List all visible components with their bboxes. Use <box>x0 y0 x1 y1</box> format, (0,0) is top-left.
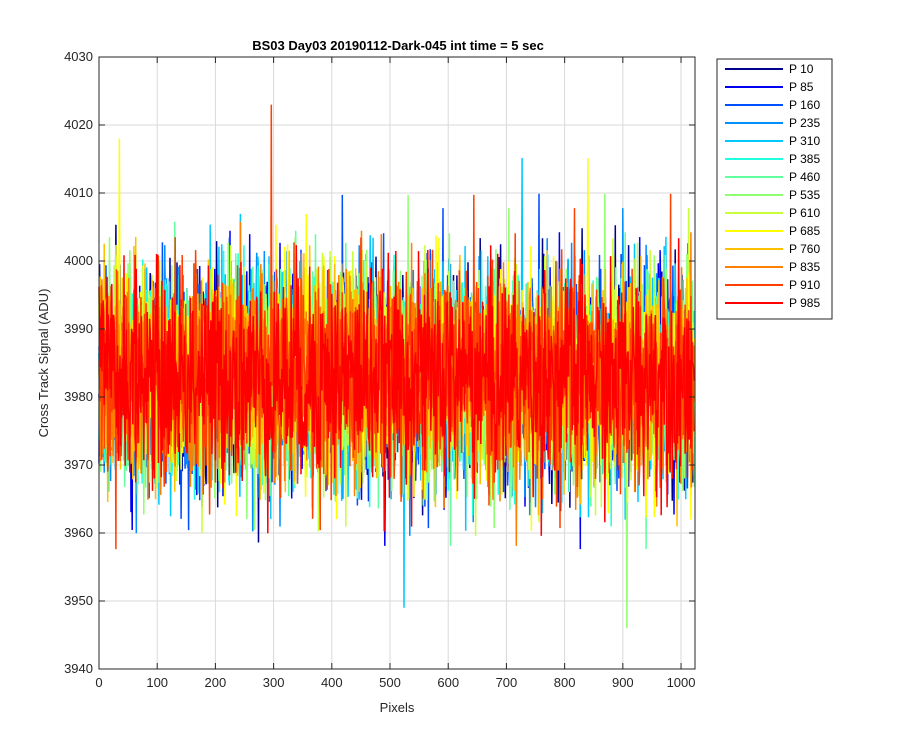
y-tick-label: 3990 <box>64 321 93 336</box>
legend-item[interactable]: P 610 <box>725 206 820 220</box>
y-tick-label: 4020 <box>64 117 93 132</box>
series-line-p-985 <box>98 238 696 536</box>
x-axis: 0 100 200 300 400 500 600 700 800 900 1000 <box>95 57 695 690</box>
y-tick-label: 3970 <box>64 457 93 472</box>
legend-item[interactable]: P 10 <box>725 62 814 76</box>
legend-item[interactable]: P 685 <box>725 224 820 238</box>
x-tick-label: 200 <box>205 675 227 690</box>
legend-item[interactable]: P 835 <box>725 260 820 274</box>
legend-item[interactable]: P 235 <box>725 116 820 130</box>
x-tick-label: 800 <box>554 675 576 690</box>
y-tick-label: 4000 <box>64 253 93 268</box>
legend-box <box>716 58 833 320</box>
legend-item[interactable]: P 910 <box>725 278 820 292</box>
y-axis: 3940 3950 3960 3970 3980 3990 4000 4010 4020 4030 <box>64 49 695 676</box>
x-tick-label: 400 <box>321 675 343 690</box>
x-tick-label: 600 <box>437 675 459 690</box>
legend-label: P 835 <box>789 260 820 274</box>
y-tick-label: 3980 <box>64 389 93 404</box>
legend-item[interactable]: P 760 <box>725 242 820 256</box>
legend-label: P 460 <box>789 170 820 184</box>
legend-item[interactable]: P 385 <box>725 152 820 166</box>
x-tick-label: 1000 <box>667 675 696 690</box>
y-tick-label: 4010 <box>64 185 93 200</box>
y-axis-label: Cross Track Signal (ADU) <box>36 289 51 438</box>
legend-item[interactable]: P 160 <box>725 98 820 112</box>
legend-item[interactable]: P 985 <box>725 296 820 310</box>
y-tick-label: 3950 <box>64 593 93 608</box>
legend-label: P 760 <box>789 242 820 256</box>
legend-label: P 160 <box>789 98 820 112</box>
legend-item[interactable]: P 535 <box>725 188 820 202</box>
x-tick-label: 0 <box>95 675 102 690</box>
x-tick-label: 700 <box>496 675 518 690</box>
legend-label: P 610 <box>789 206 820 220</box>
axes-box <box>98 56 696 670</box>
legend-label: P 85 <box>789 80 814 94</box>
y-tick-label: 3940 <box>64 661 93 676</box>
x-axis-label: Pixels <box>380 700 415 715</box>
legend-label: P 235 <box>789 116 820 130</box>
legend-label: P 685 <box>789 224 820 238</box>
legend-item[interactable]: P 85 <box>725 80 814 94</box>
legend-item[interactable]: P 310 <box>725 134 820 148</box>
x-tick-label: 100 <box>146 675 168 690</box>
legend-label: P 10 <box>789 62 814 76</box>
legend-label: P 985 <box>789 296 820 310</box>
x-tick-label: 500 <box>379 675 401 690</box>
legend-label: P 385 <box>789 152 820 166</box>
x-tick-label: 900 <box>612 675 634 690</box>
legend-label: P 535 <box>789 188 820 202</box>
y-tick-label: 3960 <box>64 525 93 540</box>
legend[interactable]: P 10 P 85 P 160 P 235 P 310 P 385 P 460 P 535 P … <box>716 58 833 320</box>
plot-area <box>98 104 696 629</box>
legend-item[interactable]: P 460 <box>725 170 820 184</box>
x-tick-label: 300 <box>263 675 285 690</box>
y-tick-label: 4030 <box>64 49 93 64</box>
chart-title: BS03 Day03 20190112-Dark-045 int time = … <box>252 38 544 53</box>
legend-label: P 310 <box>789 134 820 148</box>
legend-label: P 910 <box>789 278 820 292</box>
